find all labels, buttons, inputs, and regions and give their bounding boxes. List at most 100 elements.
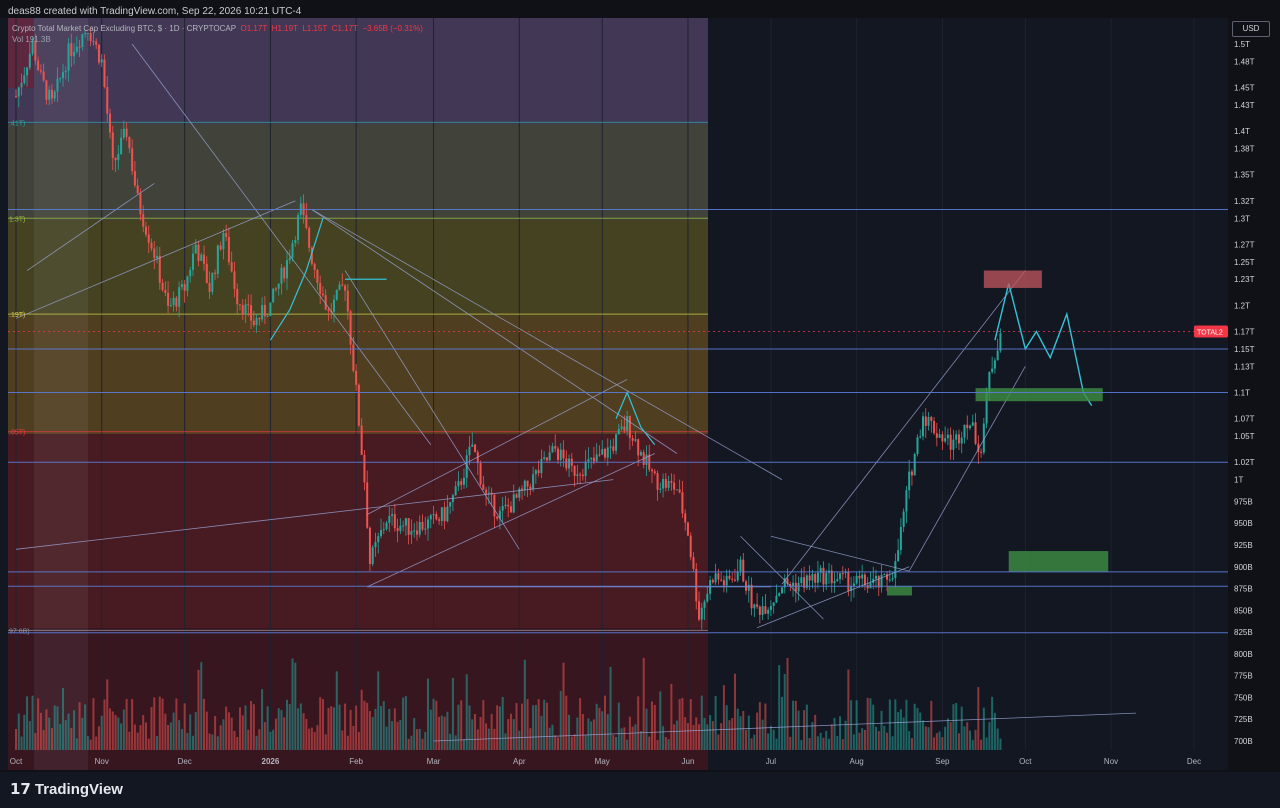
candle-body bbox=[941, 434, 944, 442]
volume-bar bbox=[869, 698, 872, 750]
x-tick-label: 2026 bbox=[262, 757, 280, 766]
candle-body bbox=[523, 480, 526, 490]
volume-bar bbox=[418, 728, 421, 750]
candle-body bbox=[15, 96, 17, 98]
volume-bar bbox=[667, 739, 670, 750]
candle-body bbox=[382, 529, 385, 531]
candle-body bbox=[136, 185, 139, 194]
candle-body bbox=[512, 494, 515, 513]
candle-body bbox=[501, 506, 504, 511]
x-tick-label: Oct bbox=[10, 757, 23, 766]
volume-bar bbox=[313, 732, 316, 750]
footer-bar: 17 TradingView bbox=[0, 772, 1280, 808]
volume-bar bbox=[775, 738, 778, 750]
candle-body bbox=[604, 449, 606, 458]
candle-body bbox=[825, 572, 828, 585]
candle-body bbox=[319, 282, 322, 294]
volume-bar bbox=[811, 722, 814, 750]
volume-bar bbox=[391, 721, 394, 750]
volume-bar bbox=[626, 739, 629, 750]
candle-body bbox=[963, 424, 966, 438]
candle-body bbox=[908, 471, 911, 491]
candle-body bbox=[156, 255, 159, 259]
volume-bar bbox=[396, 721, 399, 750]
y-tick-label: 1.02T bbox=[1234, 458, 1255, 467]
volume-bar bbox=[706, 724, 709, 750]
candle-body bbox=[178, 287, 181, 307]
candle-body bbox=[446, 506, 449, 522]
volume-bar bbox=[852, 734, 855, 750]
volume-bar bbox=[415, 729, 418, 750]
volume-bar bbox=[847, 669, 850, 750]
price-axis[interactable]: 1.5T 1.48T 1.45T 1.43T 1.4T 1.38T 1.35T 1.32T 1.… bbox=[1228, 18, 1280, 772]
volume-bar bbox=[283, 717, 286, 750]
volume-bar bbox=[916, 708, 919, 750]
candle-body bbox=[374, 542, 377, 548]
y-tick-label: 825B bbox=[1234, 628, 1253, 637]
candle-body bbox=[153, 248, 156, 259]
candle-body bbox=[366, 482, 369, 528]
volume-bar bbox=[31, 695, 34, 750]
candle-body bbox=[996, 350, 999, 361]
volume-bar bbox=[523, 659, 526, 750]
candle-body bbox=[736, 571, 739, 581]
volume-bar bbox=[830, 724, 833, 750]
time-axis[interactable]: Oct Nov Dec 2026 Feb Mar Apr May Jun Jul Aug Sep Oct… bbox=[10, 757, 1201, 766]
volume-bar bbox=[623, 727, 626, 750]
volume-bar bbox=[794, 700, 797, 750]
candle-body bbox=[689, 535, 692, 558]
volume-bar bbox=[659, 691, 662, 750]
volume-bar bbox=[891, 736, 894, 750]
highlight-zones[interactable] bbox=[887, 270, 1109, 596]
candle-body bbox=[526, 480, 529, 487]
volume-bar bbox=[333, 707, 336, 750]
volume-bar bbox=[42, 729, 45, 750]
volume-bar bbox=[648, 736, 651, 750]
candle-body bbox=[913, 454, 916, 476]
candle-body bbox=[706, 593, 709, 602]
candle-body bbox=[247, 304, 250, 306]
candle-body bbox=[460, 481, 463, 485]
candle-body bbox=[565, 458, 568, 469]
y-tick-label: 1.3T bbox=[1234, 214, 1250, 223]
candle-body bbox=[142, 214, 145, 227]
candle-body bbox=[250, 305, 253, 321]
tradingview-logo[interactable]: 17 TradingView bbox=[10, 780, 123, 798]
x-tick-label: Dec bbox=[1187, 757, 1201, 766]
volume-bar bbox=[70, 728, 73, 750]
volume-bar bbox=[789, 736, 792, 750]
candle-body bbox=[261, 304, 264, 320]
candle-body bbox=[222, 232, 225, 250]
volume-bar bbox=[634, 724, 637, 750]
volume-bar bbox=[53, 705, 56, 750]
candle-body bbox=[797, 582, 800, 592]
volume-bar bbox=[338, 704, 341, 750]
volume-bar bbox=[800, 739, 803, 750]
candle-body bbox=[103, 59, 106, 88]
volume-bar bbox=[952, 704, 955, 750]
candle-body bbox=[894, 561, 897, 579]
candle-body bbox=[974, 422, 977, 444]
candle-body bbox=[792, 582, 795, 587]
currency-button[interactable]: USD bbox=[1232, 21, 1270, 37]
volume-bar bbox=[863, 729, 866, 750]
volume-bar bbox=[612, 735, 615, 750]
candle-body bbox=[106, 87, 109, 114]
candle-body bbox=[324, 295, 327, 310]
y-tick-label: 925B bbox=[1234, 541, 1253, 550]
volume-bar bbox=[617, 702, 620, 750]
candle-body bbox=[659, 488, 662, 490]
candle-body bbox=[368, 527, 371, 564]
volume-bar bbox=[263, 722, 266, 750]
price-chart[interactable]: .41T)1.3T).19T).05T)97.6B) 1.31T1.15T1.1… bbox=[0, 0, 1280, 772]
volume-bar bbox=[910, 738, 913, 750]
volume-bar bbox=[568, 714, 571, 750]
candle-body bbox=[620, 426, 623, 429]
candle-body bbox=[432, 514, 435, 516]
candle-body bbox=[97, 44, 100, 63]
y-tick-label: 1.13T bbox=[1234, 362, 1255, 371]
volume-bar bbox=[803, 710, 806, 750]
volume-bar bbox=[731, 718, 734, 750]
candle-body bbox=[263, 304, 266, 317]
volume-bar bbox=[247, 729, 250, 750]
